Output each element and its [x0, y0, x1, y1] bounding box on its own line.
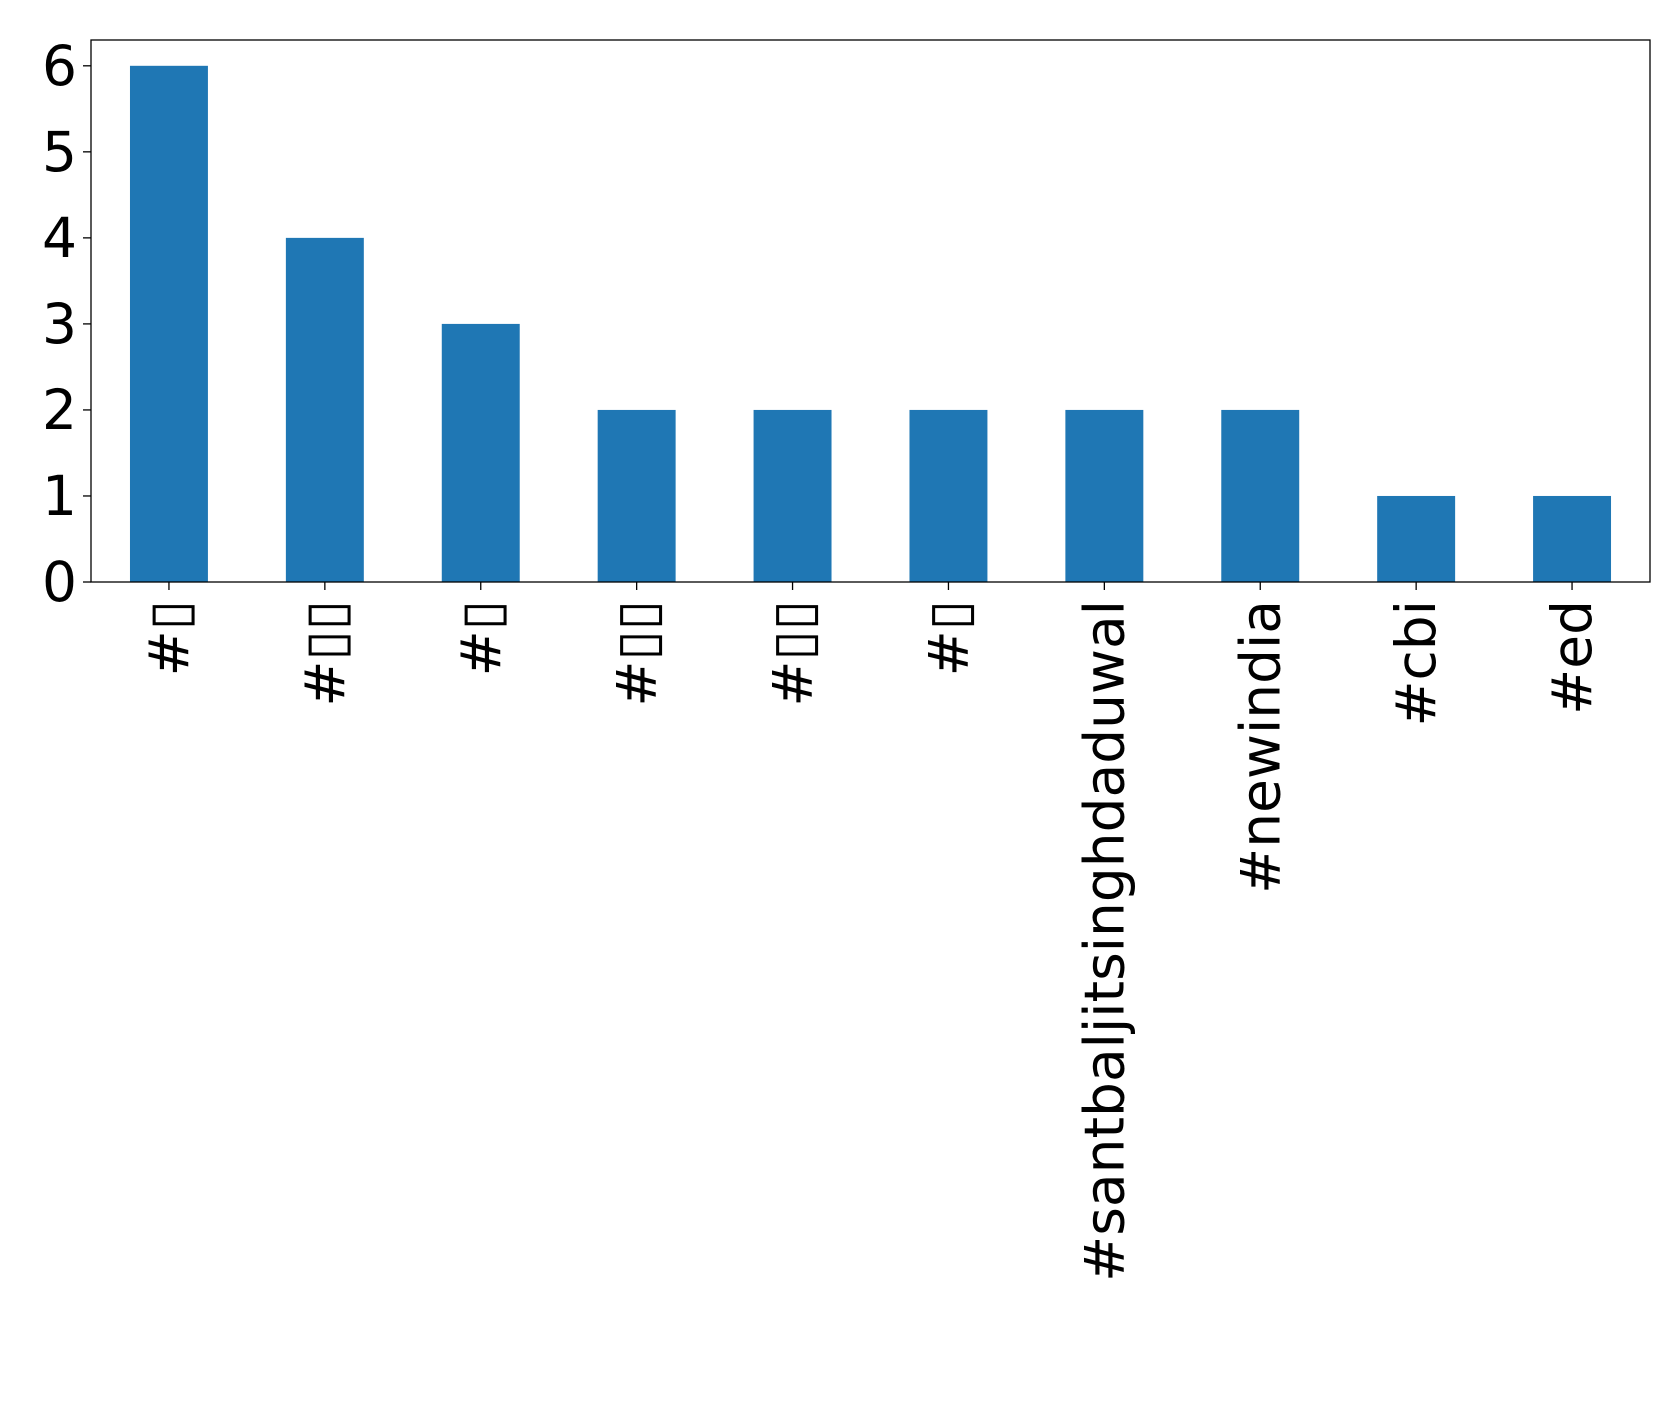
x-tick-label-9: #ed: [1540, 600, 1604, 715]
bar-9: [1533, 495, 1612, 582]
y-tick-label-1: 1: [42, 464, 77, 528]
y-tick-label-6: 6: [42, 34, 77, 98]
y-tick-label-0: 0: [42, 550, 77, 614]
bar-6: [1065, 409, 1144, 582]
bar-4: [753, 409, 832, 582]
bar-5: [909, 409, 988, 582]
bar-0: [129, 65, 208, 583]
x-tick-label-8: #cbi: [1384, 600, 1448, 727]
x-tick-label-4: #▯▯: [761, 600, 825, 707]
x-tick-label-1: #▯▯: [293, 600, 357, 707]
bars-group: [129, 65, 1612, 583]
plot-frame: [90, 39, 1651, 583]
y-tick-label-3: 3: [42, 292, 77, 356]
y-axis-ticks: 0 1 2 3 4 5 6: [42, 34, 91, 614]
x-tick-label-6: #santbaljitsinghdaduwal: [1072, 600, 1136, 1282]
bar-3: [597, 409, 676, 582]
x-tick-label-3: #▯▯: [605, 600, 669, 707]
x-tick-label-2: #▯: [449, 600, 513, 676]
y-tick-label-4: 4: [42, 206, 77, 270]
bar-8: [1377, 495, 1456, 582]
bar-7: [1221, 409, 1300, 582]
x-tick-label-0: #▯: [137, 600, 201, 676]
x-axis-ticks: #▯ #▯▯ #▯ #▯▯ #▯▯ #▯ #santbaljitsinghdaduwal #n…: [137, 582, 1604, 1282]
bar-2: [441, 323, 520, 582]
x-tick-label-5: #▯: [916, 600, 980, 676]
y-tick-label-5: 5: [42, 120, 77, 184]
y-tick-label-2: 2: [42, 378, 77, 442]
x-tick-label-7: #newindia: [1228, 600, 1292, 894]
bar-1: [285, 237, 364, 582]
